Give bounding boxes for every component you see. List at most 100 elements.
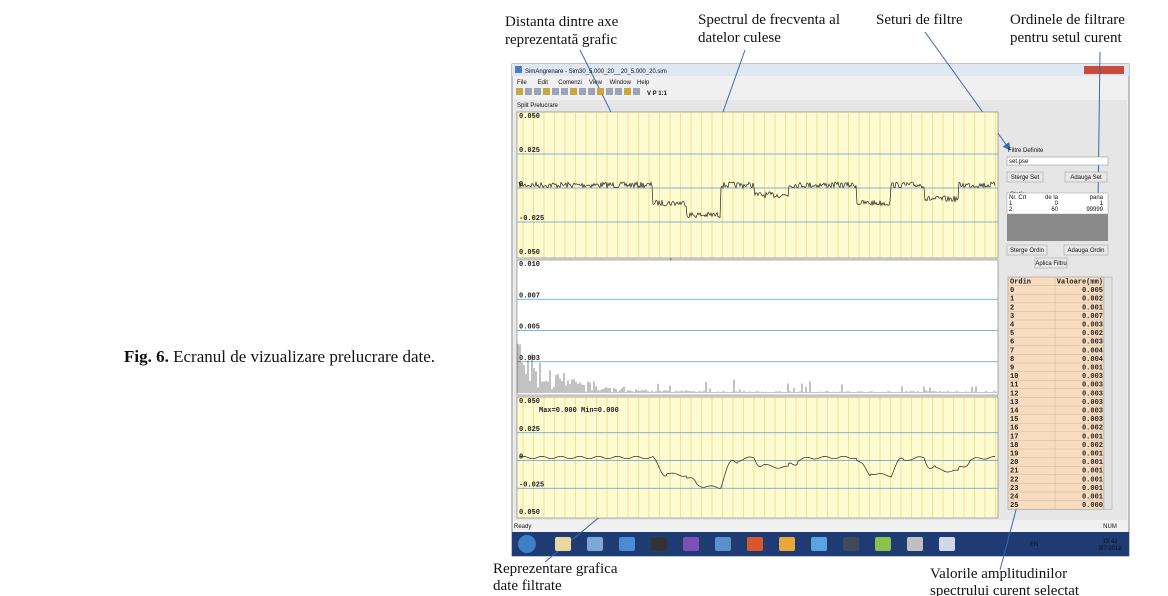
annotation: Valorile amplitudinilor xyxy=(930,566,1067,582)
table-cell: 0.001 xyxy=(1082,494,1103,502)
window-controls xyxy=(1084,66,1124,74)
table-cell: 0.001 xyxy=(1082,304,1103,312)
axis-label: 0.050 xyxy=(519,249,540,257)
table-cell: 0.003 xyxy=(1082,390,1103,398)
toolbar-icon xyxy=(525,88,532,95)
menu-item[interactable]: Edit xyxy=(538,80,549,86)
table-header: Ordin xyxy=(1010,279,1031,287)
table-cell: 0.001 xyxy=(1082,485,1103,493)
tray-date: 9/7/2018 xyxy=(1098,546,1122,552)
menu-item[interactable]: Comenzi xyxy=(558,80,582,86)
table-cell: 0.003 xyxy=(1082,408,1103,416)
annotation: date filtrate xyxy=(493,578,562,594)
button-label: Adauga Set xyxy=(1070,175,1102,181)
table-cell: 9 xyxy=(1010,365,1014,373)
toolbar-icon xyxy=(597,88,604,95)
plot-area xyxy=(517,260,998,395)
annotation: reprezentată grafic xyxy=(505,32,617,48)
table-cell: 0.004 xyxy=(1082,347,1103,355)
toolbar-icon xyxy=(615,88,622,95)
menu-item[interactable]: Help xyxy=(637,80,650,86)
caption: Fig. 6. Ecranul de vizualizare prelucrar… xyxy=(124,347,435,366)
table-cell: 0.003 xyxy=(1082,416,1103,424)
toolbar-icon xyxy=(534,88,541,95)
table-cell: 0.001 xyxy=(1082,451,1103,459)
table-cell: 14 xyxy=(1010,408,1018,416)
toolbar-icon xyxy=(552,88,559,95)
annotation: Reprezentare grafica xyxy=(493,561,618,577)
menu-item[interactable]: Window xyxy=(610,80,632,86)
table-cell: 0.005 xyxy=(1082,287,1103,295)
taskbar-icon xyxy=(779,537,795,551)
annotation: pentru setul curent xyxy=(1010,30,1122,46)
table-cell: 0.003 xyxy=(1082,382,1103,390)
taskbar-icon xyxy=(907,537,923,551)
table-cell: 0.002 xyxy=(1082,425,1103,433)
annotation: datelor culese xyxy=(698,30,781,46)
taskbar-icon xyxy=(715,537,731,551)
table-cell: 15 xyxy=(1010,416,1018,424)
toolbar-text: V P 1:1 xyxy=(647,91,668,97)
toolbar-icon xyxy=(588,88,595,95)
toolbar-icon xyxy=(633,88,640,95)
toolbar-icon xyxy=(570,88,577,95)
status-num: NUM xyxy=(1103,524,1117,530)
app-icon xyxy=(515,66,522,73)
table-cell: 0.001 xyxy=(1082,365,1103,373)
table-cell: 2 xyxy=(1010,304,1014,312)
table-cell: 6 xyxy=(1010,339,1014,347)
table-cell: 0.001 xyxy=(1082,459,1103,467)
button-label: Adauga Ordin xyxy=(1067,248,1104,254)
toolbar-icon xyxy=(543,88,550,95)
toolbar-icon xyxy=(606,88,613,95)
status-text: Ready xyxy=(514,524,531,530)
caption-label: Fig. 6. xyxy=(124,347,169,366)
table-cell: 0.003 xyxy=(1082,373,1103,381)
table-cell: 24 xyxy=(1010,494,1018,502)
table-header: Valoare(mm) xyxy=(1057,279,1103,287)
taskbar-icon xyxy=(747,537,763,551)
toolbar-icon xyxy=(579,88,586,95)
table-cell: 7 xyxy=(1010,347,1014,355)
range-cell: 99999 xyxy=(1086,207,1103,213)
table-cell: 16 xyxy=(1010,425,1018,433)
annotation: Seturi de filtre xyxy=(876,12,963,28)
table-cell: 0.003 xyxy=(1082,399,1103,407)
taskbar-icon xyxy=(843,537,859,551)
tray-time: 15:42 xyxy=(1102,539,1118,545)
annotation: Distanta dintre axe xyxy=(505,14,619,30)
plot-area xyxy=(517,397,998,518)
figure: Distanta dintre axe reprezentată grafic Sp… xyxy=(0,0,1168,596)
table-cell: 3 xyxy=(1010,313,1014,321)
taskbar-icon xyxy=(811,537,827,551)
table-cell: 0.001 xyxy=(1082,476,1103,484)
window-title: SimAngrenare - Sim30_5.000_20__20_5.000_… xyxy=(525,69,667,75)
menu-item[interactable]: View xyxy=(589,80,603,86)
table-cell: 23 xyxy=(1010,485,1018,493)
taskbar-icon xyxy=(587,537,603,551)
table-cell: 8 xyxy=(1010,356,1014,364)
button-label: Sterge Ordin xyxy=(1010,248,1044,254)
menu-item[interactable]: File xyxy=(517,80,527,86)
table-cell: 4 xyxy=(1010,322,1014,330)
tab-label: Split Prelucrare xyxy=(517,103,559,109)
button-label: Sterge Set xyxy=(1011,175,1040,181)
table-cell: 21 xyxy=(1010,468,1018,476)
table-cell: 18 xyxy=(1010,442,1018,450)
table-cell: 20 xyxy=(1010,459,1018,467)
table-cell: 0.001 xyxy=(1082,468,1103,476)
table-cell: 0.002 xyxy=(1082,330,1103,338)
table-cell: 0.002 xyxy=(1082,296,1103,304)
annotation: spectrului curent selectat xyxy=(930,583,1080,596)
table-cell: 0.001 xyxy=(1082,433,1103,441)
taskbar-icon xyxy=(875,537,891,551)
table-cell: 25 xyxy=(1010,502,1018,510)
annotation: Spectrul de frecventa al xyxy=(698,12,840,28)
taskbar-icon xyxy=(619,537,635,551)
table-cell: 0.007 xyxy=(1082,313,1103,321)
plot-info: Max=0.000 Min=0.000 xyxy=(539,407,619,415)
taskbar-icon xyxy=(651,537,667,551)
taskbar-icon xyxy=(683,537,699,551)
table-cell: 0.002 xyxy=(1082,442,1103,450)
annotation: Ordinele de filtrare xyxy=(1010,12,1125,28)
